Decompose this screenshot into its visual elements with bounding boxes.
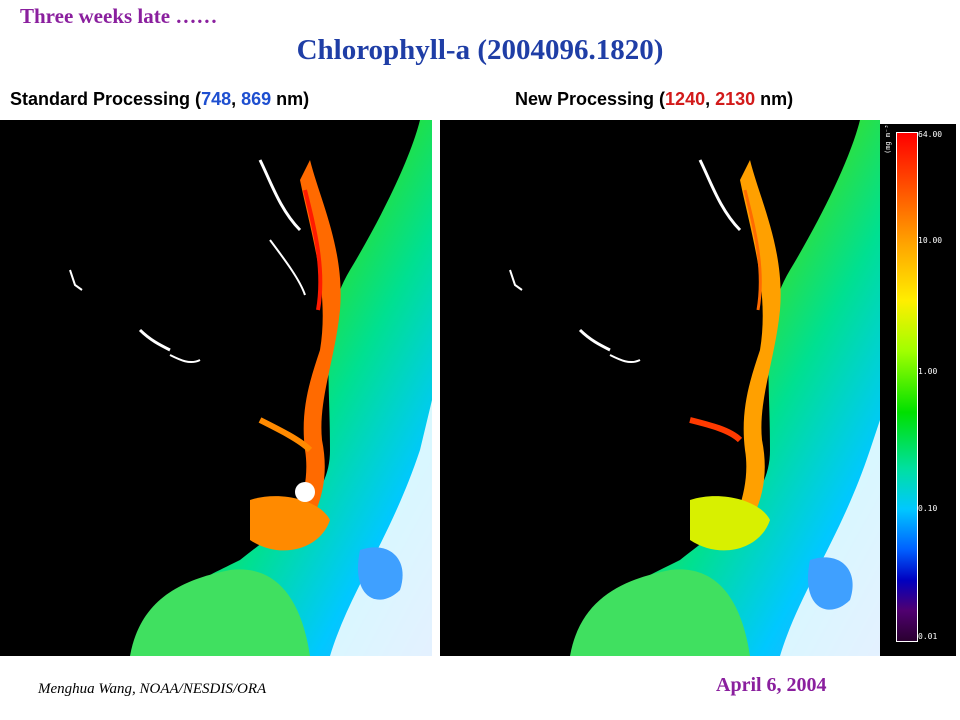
right-title-suffix: nm) xyxy=(755,89,794,109)
right-separator: , xyxy=(705,89,716,109)
right-title-prefix: New Processing ( xyxy=(515,89,666,109)
colorbar-tick: 10.00 xyxy=(918,236,943,245)
colorbar-unit: (mg m⁻³) xyxy=(884,120,892,154)
date-text: April 6, 2004 xyxy=(716,674,827,696)
new-processing-map xyxy=(440,120,880,656)
page-title: Chlorophyll-a (2004096.1820) xyxy=(296,34,664,66)
author-credit: Menghua Wang, NOAA/NESDIS/ORA xyxy=(38,681,267,697)
standard-processing-map xyxy=(0,120,432,656)
left-title-suffix: nm) xyxy=(271,89,310,109)
colorbar-legend: (mg m⁻³) 64.00 10.00 1.00 0.10 0.01 xyxy=(880,120,956,656)
note-text: Three weeks late …… xyxy=(20,4,218,28)
left-separator: , xyxy=(231,89,242,109)
right-band1: 1240 xyxy=(665,89,706,109)
colorbar-tick: 0.01 xyxy=(918,632,938,641)
left-band1: 748 xyxy=(201,89,232,109)
colorbar-gradient xyxy=(896,132,918,642)
left-title-prefix: Standard Processing ( xyxy=(10,89,202,109)
right-panel-title: New Processing (1240, 2130 nm) xyxy=(515,89,793,110)
right-band2: 2130 xyxy=(715,89,756,109)
colorbar-tick: 0.10 xyxy=(918,504,938,513)
left-band2: 869 xyxy=(241,89,272,109)
colorbar-tick: 64.00 xyxy=(918,130,943,139)
left-panel-title: Standard Processing (748, 869 nm) xyxy=(10,89,309,110)
colorbar-tick: 1.00 xyxy=(918,367,938,376)
